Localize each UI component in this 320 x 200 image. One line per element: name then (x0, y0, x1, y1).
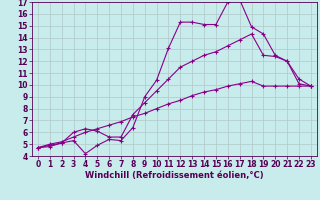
X-axis label: Windchill (Refroidissement éolien,°C): Windchill (Refroidissement éolien,°C) (85, 171, 264, 180)
